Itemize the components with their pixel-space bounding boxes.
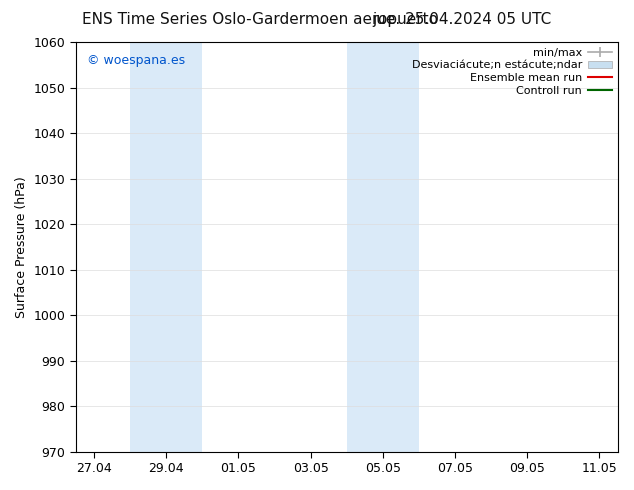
Y-axis label: Surface Pressure (hPa): Surface Pressure (hPa) xyxy=(15,176,28,318)
Text: ENS Time Series Oslo-Gardermoen aeropuerto: ENS Time Series Oslo-Gardermoen aeropuer… xyxy=(82,12,439,27)
Bar xyxy=(347,42,419,452)
Text: © woespana.es: © woespana.es xyxy=(87,54,184,67)
Legend: min/max, Desviaciácute;n estácute;ndar, Ensemble mean run, Controll run: min/max, Desviaciácute;n estácute;ndar, … xyxy=(410,46,614,98)
Text: jue. 25.04.2024 05 UTC: jue. 25.04.2024 05 UTC xyxy=(372,12,552,27)
Bar xyxy=(130,42,202,452)
